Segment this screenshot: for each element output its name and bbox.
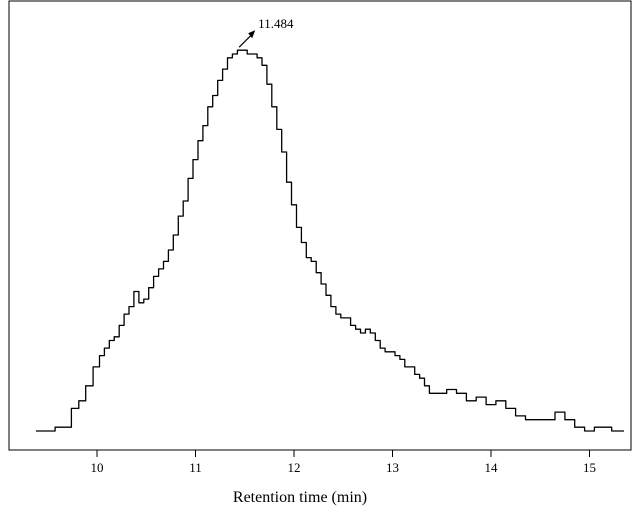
series-area <box>35 49 624 432</box>
x-tick-label: 12 <box>288 460 301 475</box>
x-tick-label: 10 <box>91 460 104 475</box>
peak-annotation: 11.484 <box>238 16 294 48</box>
plot-border <box>8 0 632 451</box>
x-tick-label: 11 <box>189 460 202 475</box>
x-tick-label: 14 <box>485 460 499 475</box>
chart-frame <box>8 0 632 451</box>
x-axis: 10 11 12 13 14 15 <box>91 450 596 475</box>
x-tick-label: 15 <box>583 460 596 475</box>
annotation-arrow <box>238 33 253 48</box>
annotation-arrowhead <box>248 30 256 39</box>
x-axis-title: Retention time (min) <box>233 489 367 506</box>
peak-label: 11.484 <box>258 16 294 31</box>
x-tick-label: 13 <box>386 460 399 475</box>
chromatogram-trace <box>35 49 624 432</box>
